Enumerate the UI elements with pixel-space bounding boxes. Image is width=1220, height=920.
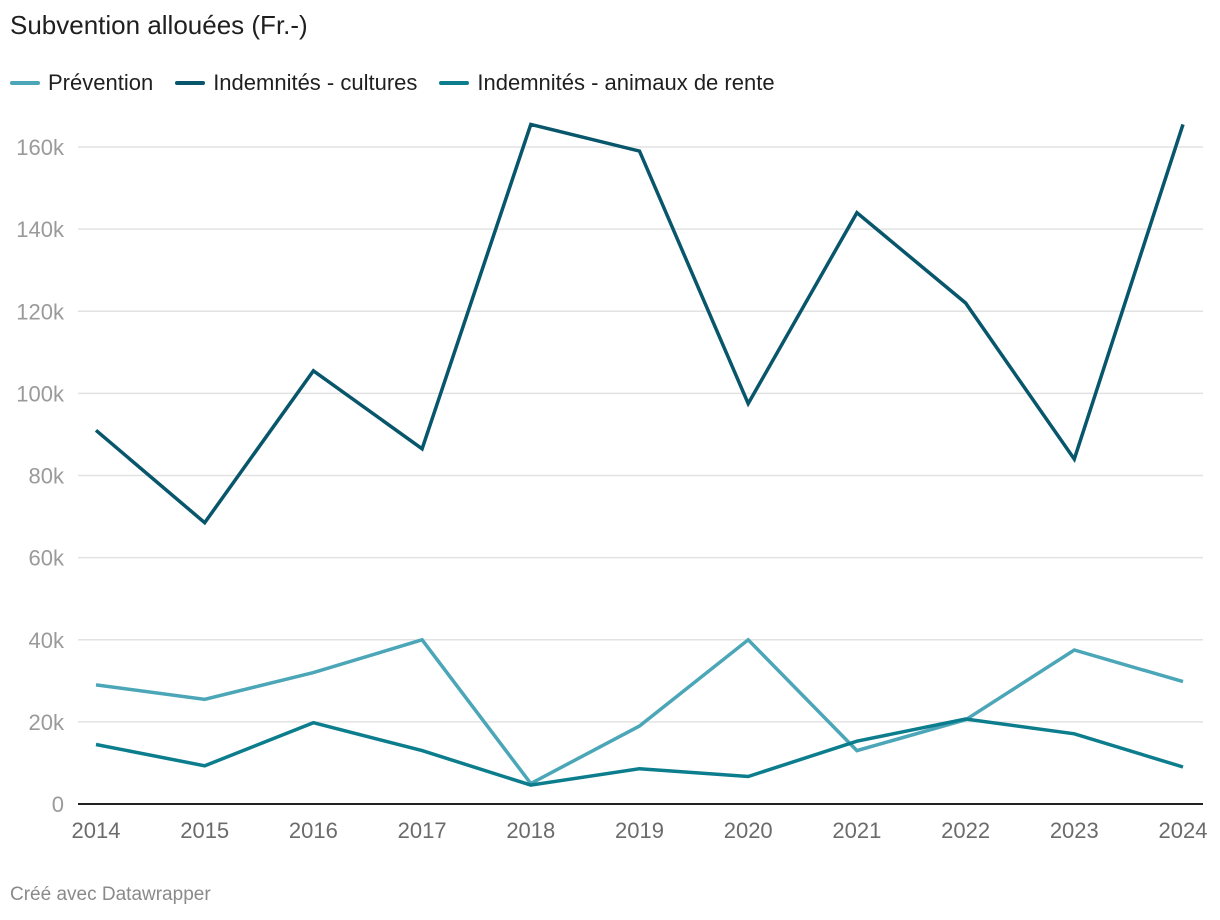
y-tick-label: 100k — [16, 381, 65, 406]
legend-label-prevention: Prévention — [48, 70, 154, 95]
chart-title: Subvention allouées (Fr.-) — [10, 10, 308, 40]
x-tick-label: 2020 — [724, 818, 773, 843]
legend-swatch-animaux — [439, 81, 470, 85]
x-tick-label: 2019 — [615, 818, 664, 843]
x-tick-label: 2024 — [1159, 818, 1208, 843]
legend-item-animaux: Indemnités - animaux de rente — [439, 70, 775, 96]
footer-credit: Créé avec Datawrapper — [10, 884, 211, 905]
x-tick-label: 2022 — [941, 818, 990, 843]
legend-swatch-prevention — [10, 81, 40, 85]
legend-swatch-cultures — [175, 81, 206, 85]
legend-label-animaux: Indemnités - animaux de rente — [477, 70, 775, 95]
y-tick-label: 40k — [29, 628, 65, 653]
y-tick-label: 0 — [52, 792, 64, 817]
series-line-2 — [95, 717, 1184, 787]
series-line-0 — [95, 637, 1184, 786]
y-tick-label: 140k — [16, 217, 65, 242]
x-tick-label: 2017 — [398, 818, 447, 843]
x-tick-label: 2014 — [72, 818, 121, 843]
y-tick-label: 60k — [29, 546, 65, 571]
series-line-1 — [94, 122, 1185, 526]
x-tick-label: 2015 — [180, 818, 229, 843]
legend-label-cultures: Indemnités - cultures — [213, 70, 418, 95]
y-tick-label: 20k — [29, 710, 65, 735]
x-tick-label: 2018 — [506, 818, 555, 843]
x-tick-label: 2016 — [289, 818, 338, 843]
y-axis-ticks: 0 20k 40k 60k 80k 100k 120k 140k 160k — [16, 135, 65, 817]
x-tick-label: 2023 — [1050, 818, 1099, 843]
x-tick-label: 2021 — [832, 818, 881, 843]
y-tick-label: 80k — [29, 464, 65, 489]
y-tick-label: 120k — [16, 299, 65, 324]
legend-item-cultures: Indemnités - cultures — [175, 70, 417, 96]
legend-item-prevention: Prévention — [10, 70, 153, 96]
x-axis-ticks: 2014 2015 2016 2017 2018 2019 2020 2021 2022 2023… — [72, 818, 1208, 843]
series-lines — [94, 122, 1185, 787]
chart-legend: Prévention Indemnités - cultures Indemni… — [10, 70, 775, 96]
y-tick-label: 160k — [16, 135, 65, 160]
gridlines — [78, 146, 1203, 805]
